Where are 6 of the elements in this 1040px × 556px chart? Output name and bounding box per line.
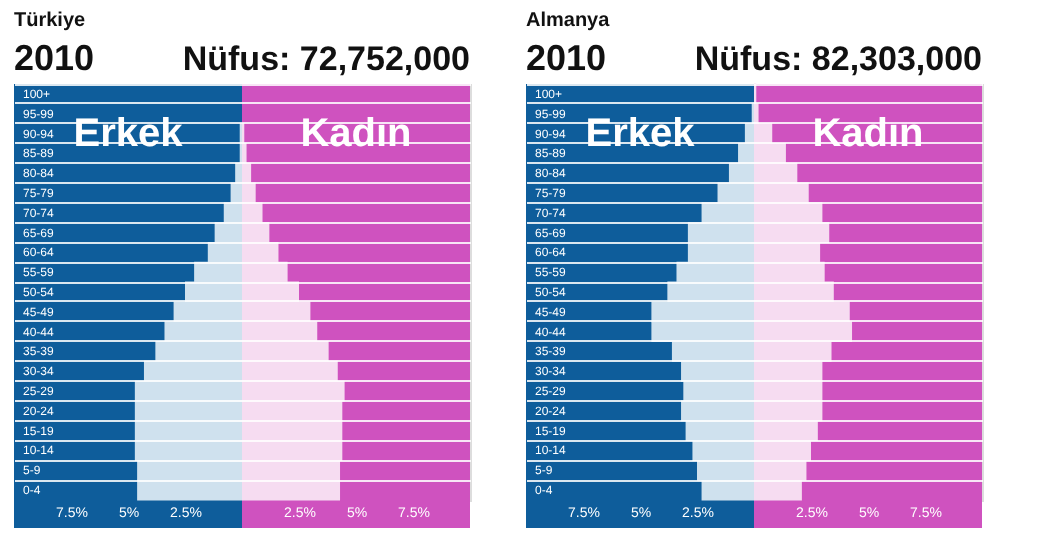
chart-title: 2010 xyxy=(14,38,95,78)
chart-subtitle: Almanya xyxy=(526,10,611,32)
text: Nüfus: 82,303,000 xyxy=(694,40,982,78)
chart-title: 2010 xyxy=(526,38,607,78)
chart-subtitle: Türkiye xyxy=(14,10,87,32)
text: Nüfus: 72,752,000 xyxy=(182,40,470,78)
